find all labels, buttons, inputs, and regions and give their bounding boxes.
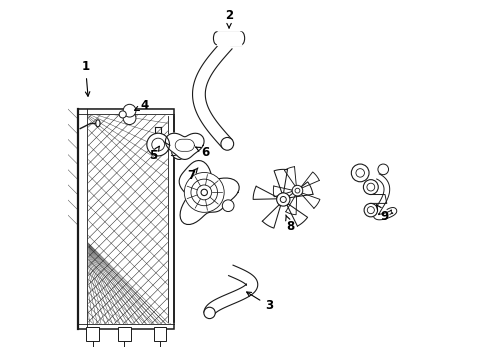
Polygon shape <box>253 186 277 199</box>
Polygon shape <box>289 182 313 198</box>
Polygon shape <box>284 167 296 186</box>
Circle shape <box>147 133 170 156</box>
Ellipse shape <box>96 120 100 127</box>
Polygon shape <box>78 109 87 329</box>
Ellipse shape <box>367 183 375 191</box>
Text: 8: 8 <box>286 215 294 233</box>
Circle shape <box>356 168 365 177</box>
Polygon shape <box>179 161 239 225</box>
Polygon shape <box>78 109 174 114</box>
Circle shape <box>280 197 286 203</box>
Circle shape <box>295 188 300 193</box>
Circle shape <box>292 185 303 196</box>
Text: 7: 7 <box>187 168 198 182</box>
Polygon shape <box>204 265 258 314</box>
Circle shape <box>123 112 136 125</box>
Polygon shape <box>373 174 397 220</box>
Text: 1: 1 <box>81 60 90 96</box>
Polygon shape <box>168 116 174 322</box>
Text: 6: 6 <box>196 146 209 159</box>
Polygon shape <box>175 139 195 151</box>
Text: 4: 4 <box>135 99 149 112</box>
Circle shape <box>123 104 136 117</box>
Text: 2: 2 <box>225 9 233 28</box>
Polygon shape <box>78 109 174 329</box>
Polygon shape <box>301 172 319 188</box>
Bar <box>118 327 131 341</box>
Circle shape <box>191 179 218 206</box>
Ellipse shape <box>221 138 234 150</box>
Ellipse shape <box>368 207 374 214</box>
Polygon shape <box>217 32 242 45</box>
Ellipse shape <box>364 203 378 217</box>
Polygon shape <box>273 186 292 197</box>
Circle shape <box>197 185 212 200</box>
Ellipse shape <box>214 32 220 45</box>
Circle shape <box>277 193 290 206</box>
Circle shape <box>351 164 369 182</box>
Text: 5: 5 <box>149 146 159 162</box>
Bar <box>153 327 166 341</box>
Text: 3: 3 <box>246 292 273 312</box>
Polygon shape <box>193 40 232 148</box>
Polygon shape <box>301 193 320 208</box>
Circle shape <box>378 164 389 175</box>
Circle shape <box>222 200 234 212</box>
Polygon shape <box>274 169 288 193</box>
Polygon shape <box>287 204 308 226</box>
Polygon shape <box>166 133 204 159</box>
Circle shape <box>201 189 207 195</box>
Ellipse shape <box>204 307 215 319</box>
Circle shape <box>184 172 224 212</box>
Polygon shape <box>262 205 281 228</box>
Text: 9: 9 <box>376 204 389 222</box>
Circle shape <box>119 111 126 118</box>
Ellipse shape <box>364 180 378 194</box>
Circle shape <box>152 138 165 151</box>
Bar <box>86 327 99 341</box>
Ellipse shape <box>238 32 245 45</box>
Bar <box>78 109 174 329</box>
Circle shape <box>172 144 187 159</box>
Polygon shape <box>286 195 296 215</box>
Polygon shape <box>78 324 174 329</box>
